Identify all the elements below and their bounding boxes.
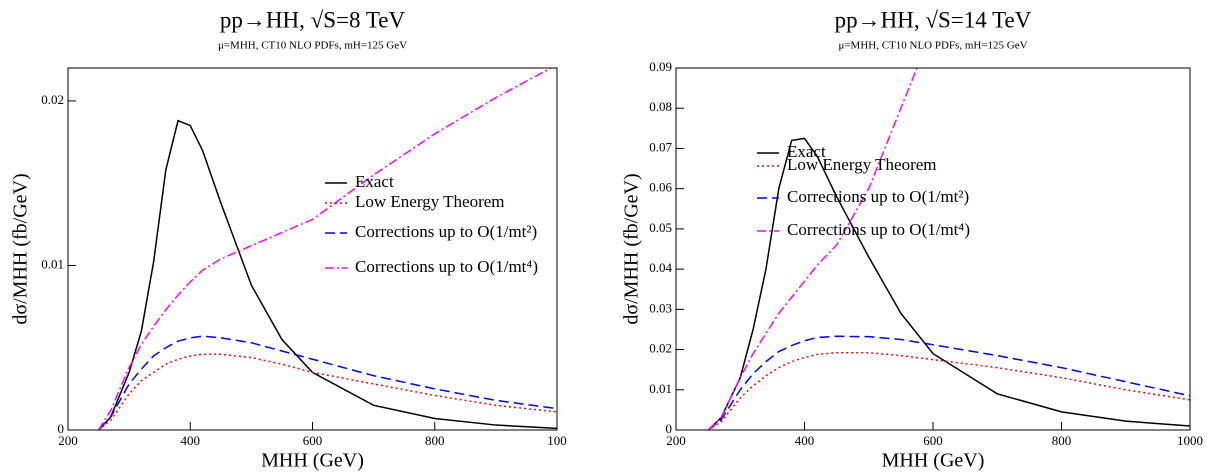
legend-label: Exact bbox=[787, 142, 826, 161]
plot-frame bbox=[675, 67, 1191, 431]
x-tick-label: 200 bbox=[666, 433, 686, 448]
x-tick-label: 100 bbox=[547, 433, 567, 448]
plot-frame bbox=[67, 67, 558, 431]
y-tick-label: 0.02 bbox=[41, 92, 64, 107]
legend-label: Corrections up to O(1/mt²) bbox=[787, 187, 969, 206]
series-line bbox=[707, 335, 1190, 430]
chart-subtitle: μ=MHH, CT10 NLO PDFs, mH=125 GeV bbox=[218, 40, 407, 52]
y-tick-label: 0.06 bbox=[649, 180, 672, 195]
legend-label: Corrections up to O(1/mt⁴) bbox=[787, 220, 970, 239]
y-tick-label: 0.03 bbox=[649, 300, 672, 315]
x-tick-label: 200 bbox=[58, 433, 78, 448]
series-line bbox=[98, 353, 557, 430]
series-line bbox=[98, 335, 557, 430]
x-tick-label: 400 bbox=[795, 433, 815, 448]
x-tick-label: 800 bbox=[425, 433, 445, 448]
chart-title: pp→HH, √S=14 TeV bbox=[835, 7, 1032, 32]
y-axis-label: dσ/MHH (fb/GeV) bbox=[10, 173, 32, 324]
legend-label: Corrections up to O(1/mt⁴) bbox=[355, 257, 538, 276]
x-axis-label: MHH (GeV) bbox=[261, 450, 364, 472]
series-line bbox=[98, 119, 557, 430]
y-tick-label: 0.07 bbox=[649, 139, 672, 154]
y-tick-label: 0 bbox=[58, 421, 65, 436]
y-tick-label: 0.01 bbox=[649, 381, 672, 396]
legend-label: Low Energy Theorem bbox=[355, 192, 505, 211]
x-tick-label: 600 bbox=[303, 433, 323, 448]
y-tick-label: 0.05 bbox=[649, 220, 672, 235]
plot-lines bbox=[97, 68, 557, 430]
chart-subtitle: μ=MHH, CT10 NLO PDFs, mH=125 GeV bbox=[838, 40, 1027, 52]
x-tick-label: 1000 bbox=[1177, 433, 1203, 448]
y-tick-label: 0.08 bbox=[649, 99, 672, 114]
legend-label: Exact bbox=[355, 172, 394, 191]
legend-label: Corrections up to O(1/mt²) bbox=[355, 222, 537, 241]
series-line bbox=[97, 68, 553, 430]
y-tick-label: 0.09 bbox=[649, 59, 672, 74]
y-tick-label: 0.01 bbox=[41, 256, 64, 271]
series-line bbox=[707, 137, 1190, 430]
series-line bbox=[707, 68, 918, 430]
series-line bbox=[707, 352, 1190, 430]
legend-label: Low Energy Theorem bbox=[787, 155, 937, 174]
y-axis-label: dσ/MHH (fb/GeV) bbox=[621, 173, 643, 324]
y-tick-label: 0.04 bbox=[649, 260, 672, 275]
x-tick-label: 400 bbox=[181, 433, 201, 448]
x-axis-label: MHH (GeV) bbox=[882, 450, 985, 472]
x-tick-label: 600 bbox=[923, 433, 943, 448]
plot-lines bbox=[707, 68, 1190, 430]
chart-title: pp→HH, √S=8 TeV bbox=[220, 7, 406, 32]
y-tick-label: 0 bbox=[666, 421, 673, 436]
y-tick-label: 0.02 bbox=[649, 341, 672, 356]
x-tick-label: 800 bbox=[1052, 433, 1072, 448]
